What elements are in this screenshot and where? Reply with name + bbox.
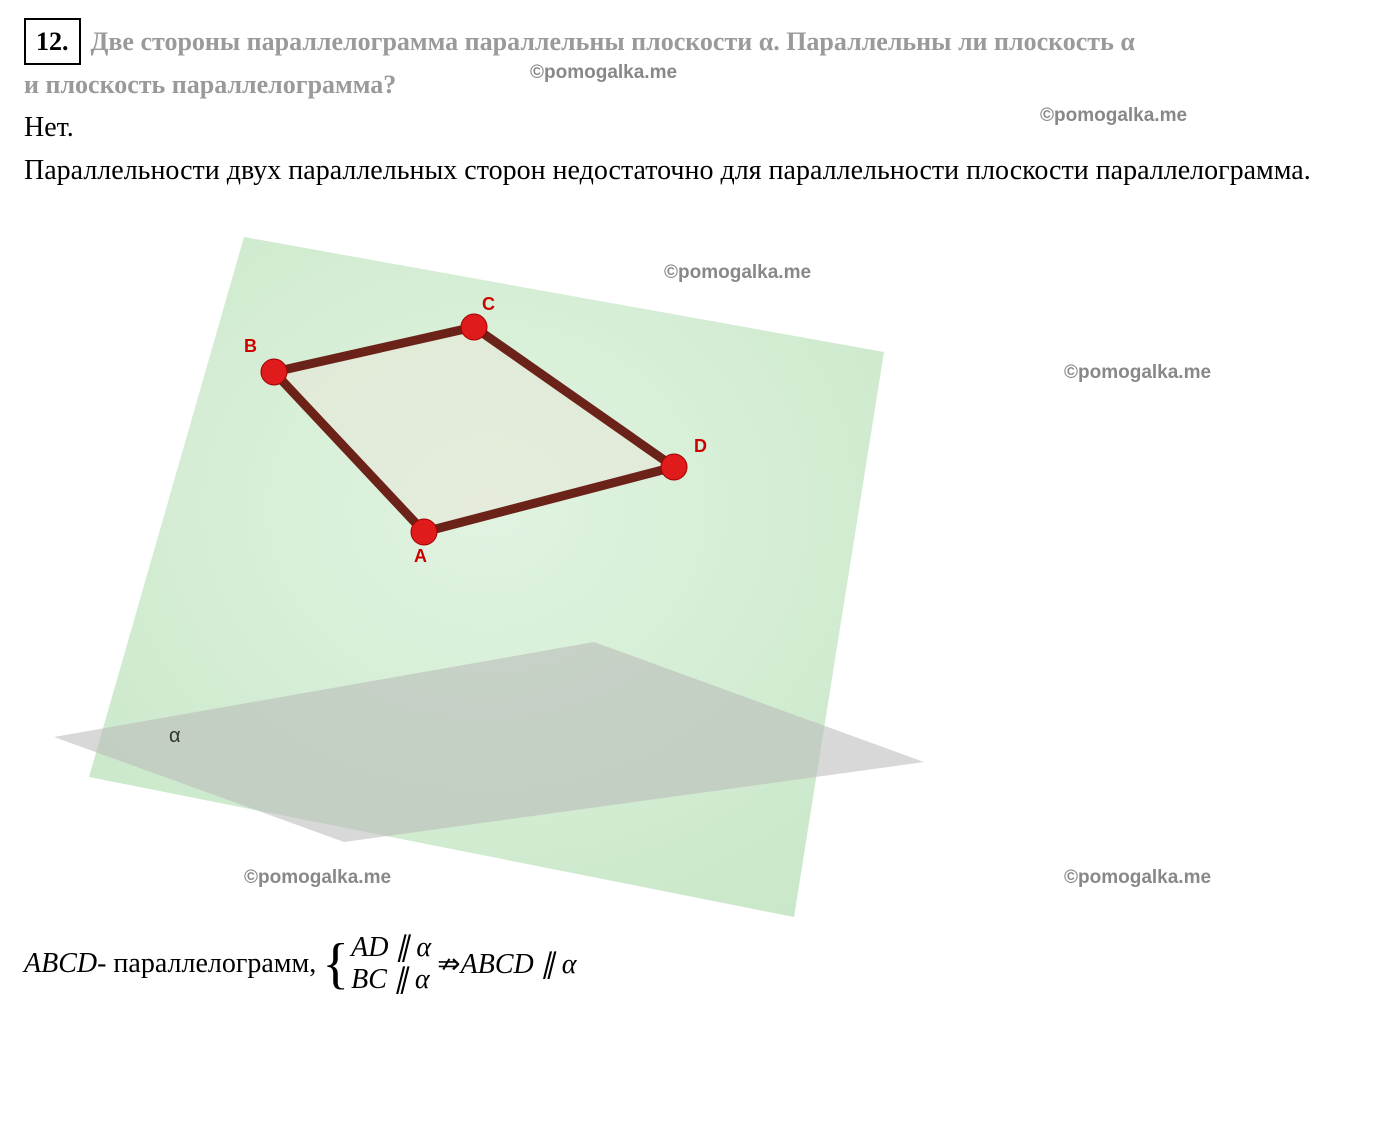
formula-conclusion: ABCD ∥ α — [461, 947, 577, 981]
watermark: ©pomogalka.me — [1064, 362, 1211, 384]
svg-text:A: A — [414, 546, 427, 566]
diagram-container: BCDAα ©pomogalka.me©pomogalka.me©pomogal… — [24, 202, 1376, 922]
formula-prefix-italic: ABCD — [24, 948, 97, 980]
system-line2: BC ∥ α — [351, 964, 431, 996]
problem-number: 12. — [24, 18, 81, 65]
problem-header: 12. Две стороны параллелограмма параллел… — [24, 18, 1376, 104]
brace-left: { — [322, 945, 349, 984]
svg-text:B: B — [244, 336, 257, 356]
system-line1: AD ∥ α — [351, 932, 431, 964]
problem-text-line2: и плоскость параллелограмма? — [24, 70, 396, 99]
watermark: ©pomogalka.me — [1064, 867, 1211, 889]
geometry-diagram: B C D Aα — [34, 202, 934, 922]
formula-system: { AD ∥ α BC ∥ α — [322, 932, 431, 996]
formula-row: ABCD - параллелограмм, { AD ∥ α BC ∥ α ⇏… — [24, 932, 1376, 996]
problem-text-line1: Две стороны параллелограмма параллельны … — [91, 27, 1135, 56]
answer-short: Нет. — [24, 112, 1376, 144]
formula-prefix-text: - параллелограмм, — [97, 948, 316, 980]
svg-text:D: D — [694, 436, 707, 456]
answer-explanation: Параллельности двух параллельных сторон … — [24, 150, 1376, 192]
svg-text:α: α — [169, 725, 181, 747]
formula-not-implies: ⇏ — [437, 947, 460, 981]
svg-text:C: C — [482, 294, 495, 314]
